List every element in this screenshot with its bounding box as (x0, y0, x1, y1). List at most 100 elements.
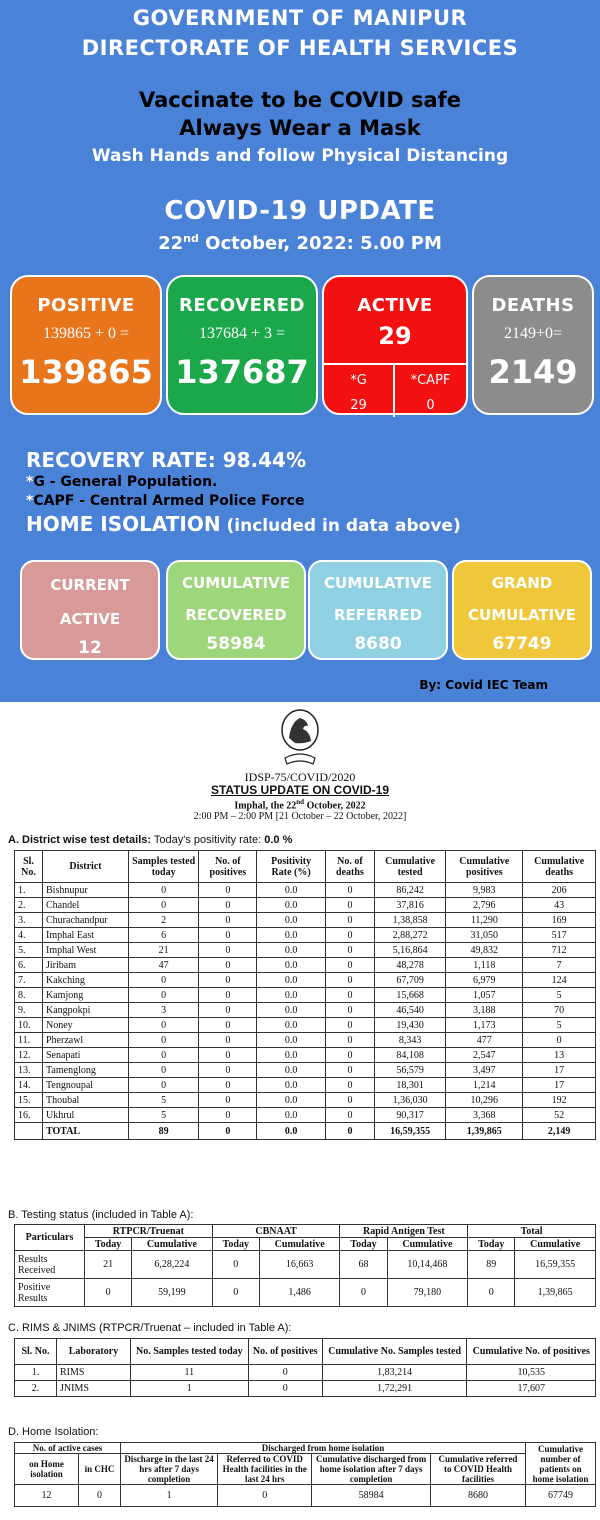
document-reference: IDSP-75/COVID/2020 (244, 770, 356, 784)
table-cell: 68 (339, 1250, 388, 1279)
table-cell: 67,709 (374, 972, 447, 988)
table-cell: 5 (127, 1092, 200, 1108)
grand-cumulative-value: 67749 (492, 634, 552, 654)
table-cell: 1,057 (445, 987, 524, 1003)
table-row: 12 0 1 0 58984 8680 67749 (14, 1484, 596, 1507)
update-date-suffix: nd (183, 232, 199, 245)
home-isolation-header-row: on Home isolation in CHC Discharge in th… (14, 1453, 596, 1485)
rims-jnims-header-row: Sl. No. Laboratory No. Samples tested to… (14, 1338, 596, 1365)
table-cell: 1. (14, 882, 43, 898)
table-row: 14. Tengnoupal 0 0 0.0 0 18,301 1,214 17 (14, 1077, 596, 1093)
table-row: Results Received 21 6,28,224 0 16,663 68 10,14… (14, 1250, 596, 1279)
table-cell: 48,278 (374, 957, 447, 973)
table-cell: 14. (14, 1077, 43, 1093)
table-cell: 0 (522, 1032, 596, 1048)
table-row: 16. Ukhrul 5 0 0.0 0 90,317 3,368 52 (14, 1107, 596, 1123)
table-cell: 1 (130, 1380, 249, 1397)
sub-cumulative: Cumulative (131, 1237, 213, 1251)
table-cell: 0 (198, 1002, 258, 1018)
sub-cumulative: Cumulative (514, 1237, 596, 1251)
table-cell: 1,214 (445, 1077, 524, 1093)
col-cumulative-discharged: Cumulative discharged from home isolatio… (311, 1453, 432, 1485)
table-row: 11. Pherzawl 0 0 0.0 0 8,343 477 0 (14, 1032, 596, 1048)
general-population-note-text: G - General Population. (33, 474, 218, 490)
table-cell: Kamjong (42, 987, 129, 1003)
table-cell: 0.0 (256, 957, 326, 973)
testing-status-sub-row: Today Cumulative Today Cumulative Today … (15, 1237, 596, 1251)
deaths-formula: 2149+0= (503, 325, 563, 342)
update-date-day: 22 (158, 233, 184, 254)
district-table-header-row: Sl. No. District Samples tested today No… (14, 850, 596, 883)
table-row: 2. Chandel 0 0 0.0 0 37,816 2,796 43 (14, 897, 596, 913)
cumulative-referred-value: 8680 (354, 634, 402, 654)
table-cell: 0 (324, 942, 376, 958)
table-cell: 0 (127, 987, 200, 1003)
table-cell: 0 (127, 1062, 200, 1078)
table-cell: 0 (324, 1077, 376, 1093)
table-cell: 9,983 (445, 882, 524, 898)
table-cell: 1,118 (445, 957, 524, 973)
section-b-heading: B. Testing status (included in Table A): (8, 1209, 194, 1221)
table-cell: 0.0 (256, 1077, 326, 1093)
col-in-chc: in CHC (78, 1453, 121, 1485)
table-row: Positive Results 0 59,199 0 1,486 0 79,180 0 1,3… (14, 1278, 596, 1307)
active-capf-cell: *CAPF 0 (395, 365, 466, 417)
table-cell: 1 (119, 1484, 219, 1507)
table-cell: 11,290 (445, 912, 524, 928)
active-general-label: *G (350, 373, 367, 388)
table-cell: 0 (324, 957, 376, 973)
section-a-rate-label: Today's positivity rate: (151, 834, 265, 846)
table-cell: 0 (217, 1484, 313, 1507)
district-table-body: 1. Bishnupur 0 0 0.0 0 86,242 9,983 206 2. Chandel… (14, 882, 596, 1140)
table-cell: Chandel (42, 897, 129, 913)
home-isolation-title: HOME ISOLATION (26, 512, 221, 536)
testing-status-table: Particulars RTPCR/Truenat CBNAAT Rapid A… (14, 1224, 596, 1307)
reporting-period: 2:00 PM – 2:00 PM [21 October – 22 Octob… (193, 811, 407, 822)
table-cell: 192 (522, 1092, 596, 1108)
table-row: 13. Tamenglong 0 0 0.0 0 56,579 3,497 17 (14, 1062, 596, 1078)
table-cell: 0 (127, 897, 200, 913)
active-card: ACTIVE 29 *G 29 *CAPF 0 (322, 275, 468, 417)
directorate-heading: DIRECTORATE OF HEALTH SERVICES (81, 36, 519, 60)
table-cell: 0 (198, 1092, 258, 1108)
table-cell: Churachandpur (42, 912, 129, 928)
cumulative-recovered-card: CUMULATIVE RECOVERED 58984 (166, 560, 306, 660)
active-capf-label: *CAPF (410, 373, 451, 388)
table-cell: 0 (127, 1077, 200, 1093)
home-isolation-heading: HOME ISOLATION (included in data above) (26, 512, 461, 536)
current-active-label-1: CURRENT (50, 576, 130, 594)
table-cell: 1,486 (258, 1278, 341, 1307)
col-sl-no: Sl. No. (14, 1338, 57, 1365)
table-cell: 1,83,214 (321, 1364, 468, 1381)
table-cell: 0 (198, 912, 258, 928)
sub-today: Today (467, 1237, 516, 1251)
testing-status-group-row: Particulars RTPCR/Truenat CBNAAT Rapid A… (14, 1224, 596, 1251)
table-cell: 0 (198, 1107, 258, 1123)
deaths-value: 2149 (488, 353, 578, 391)
table-cell: Kangpokpi (42, 1002, 129, 1018)
table-cell: 0 (247, 1380, 323, 1397)
table-cell: 0 (198, 1032, 258, 1048)
table-cell: 6,979 (445, 972, 524, 988)
table-cell: 712 (522, 942, 596, 958)
sub-cumulative: Cumulative (258, 1237, 341, 1251)
table-row: 1. RIMS 11 0 1,83,214 10,535 (14, 1364, 596, 1381)
table-cell: 2 (127, 912, 200, 928)
deaths-card: DEATHS 2149+0= 2149 (472, 275, 594, 415)
table-cell: Imphal East (42, 927, 129, 943)
table-cell: 124 (522, 972, 596, 988)
place-date-prefix: Imphal, the 22 (234, 800, 297, 812)
table-cell: Pherzawl (42, 1032, 129, 1048)
col-cumulative-tested: Cumulative tested (374, 850, 447, 883)
table-cell: 49,832 (445, 942, 524, 958)
positive-title: POSITIVE (37, 295, 135, 316)
current-active-value: 12 (78, 638, 102, 658)
table-cell: 0 (324, 1047, 376, 1063)
table-cell: 3. (14, 912, 43, 928)
table-cell: 10,14,468 (386, 1250, 469, 1279)
table-cell: Tengnoupal (42, 1077, 129, 1093)
table-cell: 58984 (311, 1484, 432, 1507)
positive-value: 139865 (19, 353, 153, 391)
table-cell: 0.0 (256, 912, 326, 928)
table-cell: 52 (522, 1107, 596, 1123)
